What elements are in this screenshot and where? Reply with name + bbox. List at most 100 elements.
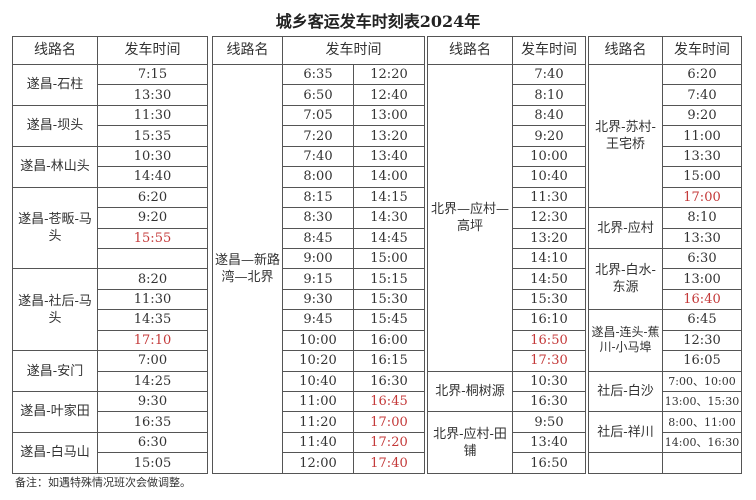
- table-row: 遂昌-坝头 11:30 7:05 13:00 8:40 9:20: [12, 104, 742, 147]
- column-divider: [207, 391, 213, 412]
- column-divider: [424, 330, 428, 351]
- departure-time: 8:00: [282, 166, 354, 188]
- departure-time: 12:30: [512, 207, 586, 229]
- route-name: 遂昌-石柱: [12, 64, 98, 106]
- departure-time: 9:15: [282, 268, 354, 290]
- column-divider: [207, 105, 213, 126]
- table-row: 15:35 7:20 13:20 9:20 11:00: [13, 125, 742, 147]
- departure-time: 14:35: [97, 309, 208, 331]
- departure-time: 13:00: [662, 268, 742, 290]
- route-name: 遂昌-安门: [12, 350, 98, 392]
- departure-time: 14:25: [97, 370, 208, 393]
- header-time: 发车时间: [662, 36, 742, 65]
- route-name: [588, 452, 663, 474]
- table-row: 遂昌-白马山 6:30 11:40 17:20 13:40 14:00、16:30: [12, 431, 742, 474]
- table-row: 遂昌-叶家田 9:30 11:00 16:45 16:30 13:00、15:30: [12, 390, 742, 433]
- column-divider: [207, 371, 213, 392]
- column-divider: [585, 228, 589, 249]
- departure-time: 9:20: [97, 207, 208, 229]
- route-name: 遂昌-白马山: [12, 431, 98, 474]
- departure-time: 17:00: [353, 411, 425, 433]
- route-name: 北界-苏村-王宅桥: [588, 63, 663, 209]
- table-row: 9:00 15:00 14:10 北界-白水-东源 6:30: [13, 247, 742, 311]
- header-time: 发车时间: [512, 36, 586, 65]
- departure-time: 11:00: [282, 390, 354, 413]
- column-divider: [585, 125, 589, 147]
- column-divider: [585, 105, 589, 126]
- column-divider: [207, 432, 213, 453]
- route-name: 社后-祥川: [588, 411, 663, 454]
- departure-time: 9:00: [282, 247, 354, 270]
- departure-time: 8:00、11:00: [662, 411, 742, 433]
- departure-time: 13:40: [353, 145, 425, 168]
- departure-time: 17:20: [353, 431, 425, 454]
- column-divider: [424, 248, 428, 269]
- departure-time: 8:15: [282, 186, 354, 209]
- departure-time: 15:30: [512, 288, 586, 311]
- departure-time: 6:45: [662, 309, 742, 331]
- column-divider: [424, 125, 428, 147]
- route-name: 遂昌-苍畈-马头: [12, 186, 98, 270]
- table-row: 16:35 11:20 17:00 北界-应村-田铺 9:50 社后-祥川 8:00、11:…: [13, 411, 742, 474]
- departure-time: 16:45: [353, 390, 425, 413]
- column-divider: [207, 166, 213, 188]
- column-divider: [585, 432, 589, 453]
- departure-time: 14:15: [353, 186, 425, 209]
- departure-time: 16:05: [662, 350, 742, 372]
- departure-time: 9:20: [512, 125, 586, 147]
- departure-time: 7:00、10:00: [662, 370, 742, 393]
- departure-time: 9:50: [512, 411, 586, 433]
- departure-time: 17:10: [97, 329, 208, 352]
- column-divider: [207, 268, 213, 290]
- departure-time: 14:30: [353, 207, 425, 229]
- departure-time: 11:30: [97, 104, 208, 127]
- departure-time: 13:20: [512, 227, 586, 249]
- column-divider: [424, 391, 428, 412]
- column-divider: [424, 309, 428, 331]
- departure-time: 6:35: [282, 63, 354, 86]
- departure-time: 11:40: [282, 431, 354, 454]
- column-divider: [424, 432, 428, 453]
- departure-time: 13:00: [353, 104, 425, 127]
- departure-time: 7:05: [282, 104, 354, 127]
- departure-time: 16:40: [662, 288, 742, 311]
- column-divider: [585, 391, 589, 412]
- header-route: 线路名: [588, 36, 663, 65]
- table-row: 遂昌-苍畈-马头 6:20 8:15 14:15 11:30 17:00: [12, 186, 742, 270]
- route-name: 北界-应村-田铺: [427, 411, 513, 474]
- departure-time: 12:30: [662, 329, 742, 352]
- departure-time: 8:45: [282, 227, 354, 249]
- table-row: 遂昌-石柱 7:15 遂昌—新路湾—北界 6:35 12:20 北界—应村—高坪 7:40 北…: [12, 63, 742, 474]
- page-title: 城乡客运发车时刻表2024年: [275, 12, 481, 31]
- column-divider: [585, 330, 589, 351]
- route-name: 北界-白水-东源: [588, 247, 663, 311]
- column-divider: [207, 452, 213, 474]
- departure-time: 15:00: [353, 247, 425, 270]
- departure-time: 16:35: [97, 411, 208, 433]
- table-row: 15:05 12:00 17:40 16:50: [13, 452, 742, 474]
- departure-time: 14:00、16:30: [662, 431, 742, 454]
- departure-time: 14:00: [353, 166, 425, 188]
- column-divider: [585, 268, 589, 290]
- departure-time: 8:20: [97, 268, 208, 290]
- timetable: 线路名 发车时间 线路名 发车时间 线路名 发车时间 线路名 发车时间 遂昌-石柱 7:15 遂昌—…: [12, 36, 742, 474]
- departure-time: 16:15: [353, 350, 425, 372]
- departure-time: 9:45: [282, 309, 354, 331]
- departure-time: 7:20: [282, 125, 354, 147]
- departure-time: 8:30: [282, 207, 354, 229]
- departure-time: 7:40: [512, 63, 586, 86]
- departure-time: 16:30: [353, 370, 425, 393]
- header-route: 线路名: [12, 36, 98, 65]
- column-divider: [207, 146, 213, 167]
- departure-time: 7:00: [97, 350, 208, 372]
- departure-time: 15:05: [97, 452, 208, 474]
- departure-time: 12:40: [353, 84, 425, 106]
- column-divider: [424, 268, 428, 290]
- departure-time: 14:45: [353, 227, 425, 249]
- column-divider: [424, 166, 428, 188]
- departure-time: 15:45: [353, 309, 425, 331]
- route-name: 遂昌-坝头: [12, 104, 98, 147]
- column-divider: [207, 309, 213, 331]
- column-divider: [207, 289, 213, 310]
- column-divider: [424, 105, 428, 126]
